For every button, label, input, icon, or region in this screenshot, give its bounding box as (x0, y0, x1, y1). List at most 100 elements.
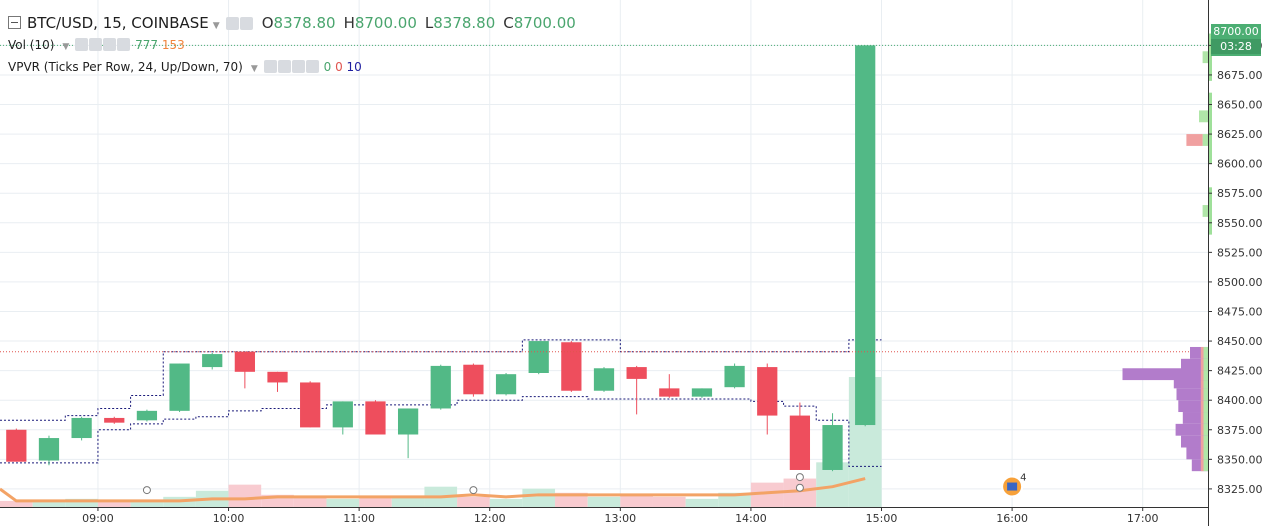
vpvr-up-row (1203, 400, 1208, 413)
y-tick-label: 8675.00 (1217, 69, 1263, 82)
volume-bar (587, 496, 621, 507)
vpvr-down-row (1200, 368, 1204, 381)
candle-up (38, 438, 60, 461)
axis-volume-strip (1209, 92, 1212, 140)
settings-icon[interactable] (239, 17, 253, 30)
volume-bar (685, 498, 719, 507)
eye-icon[interactable] (263, 60, 277, 73)
settings-icon[interactable] (277, 60, 291, 73)
y-tick-label: 8350.00 (1217, 453, 1263, 466)
volume-bar (718, 492, 751, 507)
candle-up (495, 374, 517, 395)
vpvr-down-value: 0 (335, 60, 343, 74)
volume-bar (489, 498, 523, 507)
vpvr-down-row (1200, 459, 1204, 472)
vpvr-legend: VPVR (Ticks Per Row, 24, Up/Down, 70) ▼ 0… (8, 60, 362, 74)
event-marker-icon[interactable] (142, 486, 151, 495)
candle-down (789, 415, 811, 470)
collapse-icon[interactable] (8, 16, 21, 29)
close-icon[interactable] (117, 38, 131, 51)
vpvr-profile-row (1178, 400, 1208, 413)
price-lines (0, 44, 1208, 353)
axis-volume-strip (1209, 187, 1212, 235)
event-count: 4 (1020, 473, 1026, 484)
high-key: H (343, 14, 355, 32)
candle-up (593, 368, 615, 391)
candle-down (626, 367, 647, 379)
add-icon[interactable] (291, 60, 305, 73)
vpvr-up-row (1203, 412, 1208, 424)
volume-dropdown-icon[interactable]: ▼ (62, 42, 70, 52)
volume-bar (391, 496, 425, 507)
candle-up (724, 365, 745, 388)
event-markers[interactable]: 4 (142, 473, 1026, 498)
close-icon[interactable] (305, 60, 319, 73)
vpvr-down-row (1200, 358, 1204, 371)
y-tick-label: 8325.00 (1217, 483, 1263, 496)
volume-bar (326, 498, 360, 507)
close-key: C (503, 14, 514, 32)
event-flag-icon (1007, 482, 1018, 491)
symbol-dropdown-icon[interactable]: ▼ (212, 21, 220, 31)
volume-bar (555, 492, 588, 507)
y-tick-label: 8550.00 (1217, 217, 1263, 230)
low-value: 8378.80 (433, 14, 496, 32)
vpvr-down-row (1200, 388, 1204, 401)
volume-bar (359, 496, 392, 507)
x-tick-label: 10:00 (213, 512, 245, 525)
vpvr-up-row (1202, 134, 1208, 146)
candle-down (757, 367, 778, 416)
volume-bar (293, 496, 327, 507)
symbol-title[interactable]: BTC/USD, 15, COINBASE (27, 14, 209, 32)
x-tick-label: 11:00 (343, 512, 375, 525)
vpvr-histogram (1122, 51, 1208, 472)
candle-down (104, 417, 125, 423)
volume-bar (0, 500, 33, 507)
vpvr-down-row (1200, 346, 1204, 359)
vpvr-up-row (1203, 368, 1208, 381)
event-marker-icon[interactable] (795, 483, 804, 492)
x-tick-label: 17:00 (1127, 512, 1159, 525)
y-tick-label: 8375.00 (1217, 424, 1263, 437)
vpvr-profile-row (1176, 388, 1208, 401)
candle-down (6, 429, 27, 462)
close-value: 8700.00 (513, 14, 576, 32)
eye-icon[interactable] (75, 38, 89, 51)
vpvr-up-row (1203, 435, 1208, 448)
vpvr-down-row (1200, 435, 1204, 448)
candle-down (659, 388, 680, 397)
value-area-low-line (0, 396, 882, 467)
vpvr-profile-row (1122, 368, 1208, 381)
y-tick-label: 8450.00 (1217, 335, 1263, 348)
x-tick-label: 09:00 (82, 512, 114, 525)
vpvr-down-row (1200, 447, 1204, 460)
axis-volume-strip (1209, 33, 1212, 81)
volume-label[interactable]: Vol (10) (8, 38, 55, 52)
vpvr-dropdown-icon[interactable]: ▼ (250, 64, 258, 74)
candle-up (691, 388, 713, 397)
candle-down (561, 342, 582, 391)
candle-down (234, 351, 255, 372)
candle-down (463, 364, 484, 395)
add-icon[interactable] (103, 38, 117, 51)
vpvr-profile-row (1181, 435, 1208, 448)
candle-up (855, 45, 876, 426)
axis-volume-strip (1209, 116, 1212, 164)
candles (6, 45, 876, 472)
candle-up (528, 341, 549, 373)
event-marker-icon[interactable] (795, 473, 804, 482)
candle-down (365, 401, 386, 435)
eye-icon[interactable] (225, 17, 239, 30)
vpvr-profile-row (1182, 412, 1208, 424)
volume-bar (620, 494, 653, 507)
volume-legend: Vol (10) ▼ 777 153 (8, 38, 185, 52)
event-marker-icon[interactable] (469, 486, 478, 495)
vpvr-label[interactable]: VPVR (Ticks Per Row, 24, Up/Down, 70) (8, 60, 243, 74)
vpvr-profile-row (1190, 346, 1208, 359)
settings-icon[interactable] (89, 38, 103, 51)
y-tick-label: 8575.00 (1217, 187, 1263, 200)
vpvr-profile-row (1181, 358, 1208, 371)
